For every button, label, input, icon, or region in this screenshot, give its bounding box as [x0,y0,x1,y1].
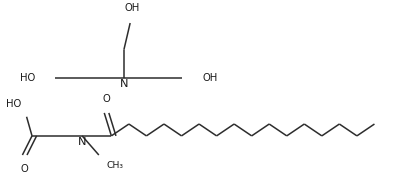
Text: OH: OH [202,73,217,83]
Text: HO: HO [20,73,35,83]
Text: CH₃: CH₃ [106,161,123,170]
Text: O: O [103,94,110,104]
Text: HO: HO [6,99,22,109]
Text: N: N [120,80,128,90]
Text: N: N [78,137,86,147]
Text: OH: OH [124,3,140,14]
Text: O: O [21,164,28,174]
